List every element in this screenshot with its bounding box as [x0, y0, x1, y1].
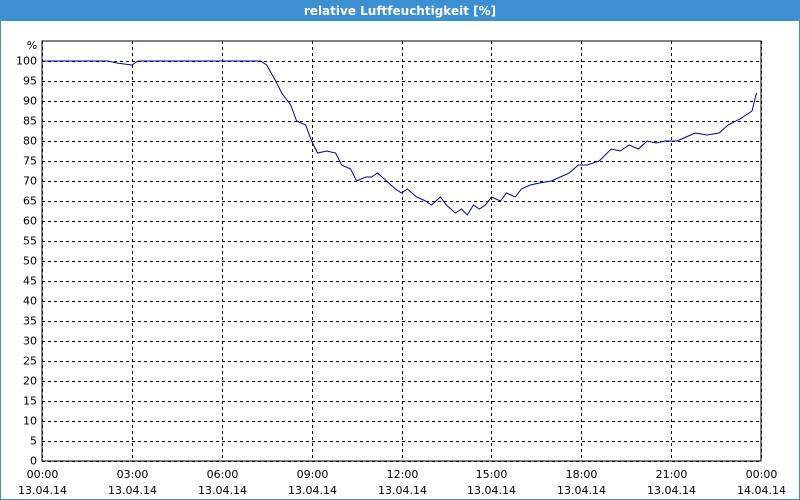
y-tick-label: 10 [23, 415, 37, 428]
x-tick-date: 13.04.14 [557, 484, 606, 497]
plot-area [41, 40, 762, 462]
y-tick-label: 65 [23, 195, 37, 208]
x-tick-label: 06:00 [207, 468, 239, 481]
x-tick-label: 09:00 [297, 468, 329, 481]
y-tick-label: 25 [23, 355, 37, 368]
x-tick-label: 18:00 [566, 468, 598, 481]
x-tick-label: 21:00 [656, 468, 688, 481]
y-tick-label: 80 [23, 135, 37, 148]
x-tick-date: 13.04.14 [18, 484, 67, 497]
y-tick-label: 5 [30, 435, 37, 448]
y-tick-label: 75 [23, 155, 37, 168]
data-line [42, 60, 757, 216]
y-tick-label: 30 [23, 335, 37, 348]
title-bar: relative Luftfeuchtigkeit [%] [1, 1, 799, 21]
x-tick-label: 00:00 [746, 468, 778, 481]
chart: % 0 5 10 15 20 25 30 35 40 45 50 55 60 65 70 75 80 85 90 95 1… [16, 39, 786, 497]
y-tick-label: 60 [23, 215, 37, 228]
y-axis-label: % [27, 39, 37, 52]
x-tick-date: 13.04.14 [288, 484, 337, 497]
y-tick-label: 90 [23, 95, 37, 108]
x-tick-label: 12:00 [387, 468, 419, 481]
x-tick-date: 13.04.14 [198, 484, 247, 497]
y-tick-label: 15 [23, 395, 37, 408]
y-tick-label: 85 [23, 115, 37, 128]
y-tick-label: 20 [23, 375, 37, 388]
y-tick-label: 100 [16, 55, 37, 68]
y-tick-label: 0 [30, 455, 37, 468]
x-tick-label: 00:00 [27, 468, 59, 481]
x-tick-date: 13.04.14 [108, 484, 157, 497]
x-tick-date: 13.04.14 [647, 484, 696, 497]
x-tick-date: 13.04.14 [378, 484, 427, 497]
y-tick-label: 50 [23, 255, 37, 268]
x-tick-date: 14.04.14 [737, 484, 786, 497]
y-tick-label: 70 [23, 175, 37, 188]
y-tick-label: 35 [23, 315, 37, 328]
x-tick-date: 13.04.14 [467, 484, 516, 497]
x-tick-label: 03:00 [117, 468, 149, 481]
x-tick-label: 15:00 [476, 468, 508, 481]
y-tick-label: 95 [23, 75, 37, 88]
y-tick-label: 40 [23, 295, 37, 308]
y-tick-label: 55 [23, 235, 37, 248]
y-tick-label: 45 [23, 275, 37, 288]
